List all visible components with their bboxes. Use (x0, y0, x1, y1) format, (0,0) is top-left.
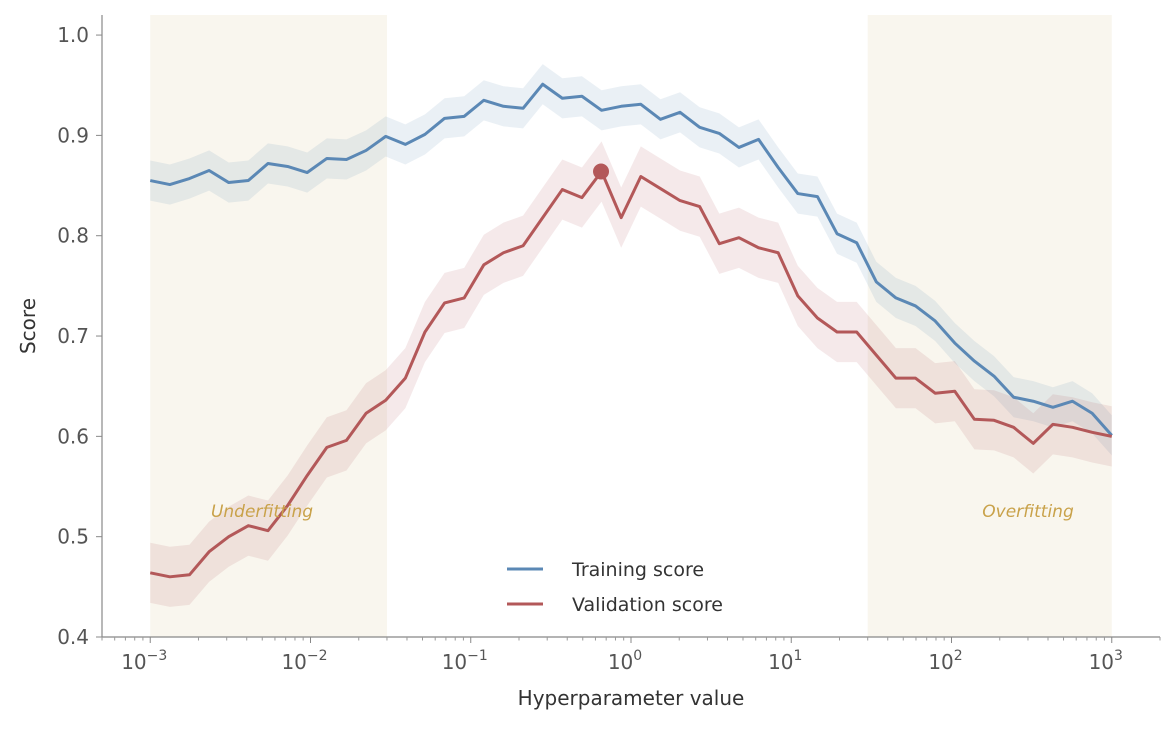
best-score-marker (593, 164, 609, 180)
y-tick-label: 0.8 (57, 224, 89, 248)
x-tick-label: 102 (928, 648, 962, 674)
region-label-overfitting: Overfitting (982, 502, 1074, 522)
y-tick-label: 1.0 (57, 23, 89, 47)
legend-label-validation: Validation score (572, 594, 723, 616)
y-axis-label: Score (16, 298, 40, 354)
y-tick-label: 0.4 (57, 625, 89, 649)
x-tick-label: 10−3 (121, 648, 167, 674)
x-tick-label: 100 (608, 648, 642, 674)
y-tick-label: 0.9 (57, 123, 89, 147)
x-tick-label: 101 (768, 648, 802, 674)
region-overfitting (868, 15, 1112, 637)
y-tick-label: 0.6 (57, 424, 89, 448)
legend-label-training: Training score (571, 559, 704, 581)
y-tick-label: 0.5 (57, 525, 89, 549)
region-label-underfitting: Underfitting (211, 502, 313, 522)
x-axis-label: Hyperparameter value (518, 686, 745, 710)
y-tick-label: 0.7 (57, 324, 89, 348)
x-tick-label: 10−1 (442, 648, 488, 674)
x-tick-label: 10−2 (281, 648, 327, 674)
x-tick-label: 103 (1089, 648, 1123, 674)
legend: Training score Validation score (507, 559, 723, 616)
